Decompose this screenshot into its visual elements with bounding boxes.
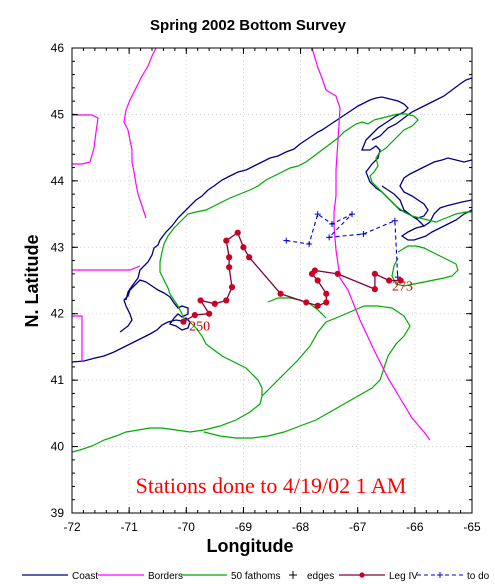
todo-line bbox=[286, 213, 399, 278]
y-tick-label: 41 bbox=[51, 373, 65, 387]
leg-iv-station bbox=[334, 270, 341, 277]
grid bbox=[72, 48, 472, 513]
x-tick-label: -72 bbox=[63, 520, 81, 534]
leg-iv-station bbox=[311, 267, 318, 274]
leg-iv-station bbox=[211, 300, 218, 307]
leg-iv-station bbox=[226, 264, 233, 271]
legend: Coast Borders 50 fathoms edges Leg IV to do bbox=[22, 571, 490, 582]
x-tick-label: -70 bbox=[178, 520, 196, 534]
fathom-line-georges bbox=[72, 321, 263, 453]
x-tick-label: -71 bbox=[120, 520, 138, 534]
leg-iv-station bbox=[223, 237, 230, 244]
x-tick-label: -69 bbox=[235, 520, 253, 534]
leg-iv-station bbox=[371, 270, 378, 277]
axis-ticks bbox=[71, 47, 473, 514]
leg-iv-station bbox=[314, 302, 321, 309]
todo-route bbox=[283, 211, 401, 281]
nova-scotia-coast bbox=[400, 209, 472, 241]
x-tick-label: -66 bbox=[406, 520, 424, 534]
map-layers bbox=[72, 48, 472, 453]
leg-iv-station bbox=[303, 299, 310, 306]
leg-iv-station bbox=[206, 310, 213, 317]
border-vermont bbox=[72, 114, 99, 165]
leg-iv-station bbox=[191, 311, 198, 319]
leg-iv-station bbox=[240, 244, 247, 251]
y-tick-label: 45 bbox=[51, 107, 65, 121]
x-axis-label: Longitude bbox=[207, 536, 294, 556]
todo-station bbox=[394, 274, 401, 281]
x-tick-labels: -72 -71 -70 -69 -68 -67 -66 -65 bbox=[63, 520, 481, 534]
todo-station bbox=[360, 231, 367, 237]
coast-line bbox=[72, 77, 472, 363]
y-tick-labels: 39 40 41 42 43 44 45 46 bbox=[51, 41, 65, 520]
y-tick-label: 42 bbox=[51, 307, 65, 321]
fathom-line-gulf bbox=[159, 113, 472, 323]
leg-iv-station bbox=[386, 277, 393, 284]
todo-station bbox=[391, 217, 398, 224]
x-tick-label: -68 bbox=[292, 520, 310, 534]
x-tick-label: -65 bbox=[463, 520, 481, 534]
leg-iv-station bbox=[223, 297, 230, 304]
y-tick-label: 39 bbox=[51, 506, 65, 520]
chart-title: Spring 2002 Bottom Survey bbox=[150, 17, 347, 34]
border-mass bbox=[72, 265, 141, 362]
station-number-label: 250 bbox=[189, 319, 210, 334]
todo-station bbox=[349, 211, 355, 218]
border-maine-nh bbox=[123, 48, 157, 219]
legend-label: Coast bbox=[72, 571, 98, 582]
y-tick-label: 43 bbox=[51, 240, 65, 254]
legend-label: Borders bbox=[148, 571, 183, 582]
todo-station bbox=[326, 234, 333, 241]
legend-swatch-edges bbox=[289, 571, 297, 579]
leg-iv-station bbox=[197, 297, 204, 304]
legend-label: to do bbox=[467, 571, 490, 582]
y-tick-label: 46 bbox=[51, 41, 65, 55]
leg-iv-station bbox=[323, 299, 330, 306]
border-hague-line bbox=[311, 48, 431, 441]
leg-iv-station bbox=[234, 229, 241, 236]
leg-iv-line bbox=[183, 231, 401, 323]
station-labels: 250 273 bbox=[189, 279, 413, 334]
leg-iv-station bbox=[323, 290, 330, 297]
leg-iv-station bbox=[314, 277, 321, 284]
y-axis-label: N. Latitude bbox=[22, 235, 42, 328]
leg-iv-route bbox=[180, 229, 404, 325]
todo-station bbox=[329, 221, 335, 228]
fathom-line-bank-east bbox=[203, 297, 411, 439]
legend-swatch-leg-marker bbox=[359, 572, 365, 578]
todo-station bbox=[306, 240, 313, 247]
station-number-label: 273 bbox=[392, 279, 413, 294]
legend-label: 50 fathoms bbox=[231, 571, 280, 582]
y-tick-label: 44 bbox=[51, 174, 65, 188]
leg-iv-station bbox=[180, 318, 187, 325]
legend-swatch-todo-marker bbox=[437, 572, 443, 578]
todo-station bbox=[283, 237, 290, 244]
leg-iv-station bbox=[371, 286, 378, 293]
leg-iv-station bbox=[277, 290, 284, 297]
fathom-line-browns bbox=[391, 245, 459, 287]
x-tick-label: -67 bbox=[349, 520, 367, 534]
legend-label: Leg IV bbox=[389, 571, 418, 582]
plot-frame bbox=[71, 47, 473, 514]
leg-iv-station bbox=[246, 254, 253, 261]
legend-label: edges bbox=[307, 571, 334, 582]
stations-annotation: Stations done to 4/19/02 1 AM bbox=[136, 473, 407, 498]
y-tick-label: 40 bbox=[51, 440, 65, 454]
leg-iv-station bbox=[228, 284, 236, 291]
leg-iv-station bbox=[397, 277, 404, 284]
todo-station bbox=[314, 211, 321, 218]
leg-iv-station bbox=[226, 254, 233, 261]
